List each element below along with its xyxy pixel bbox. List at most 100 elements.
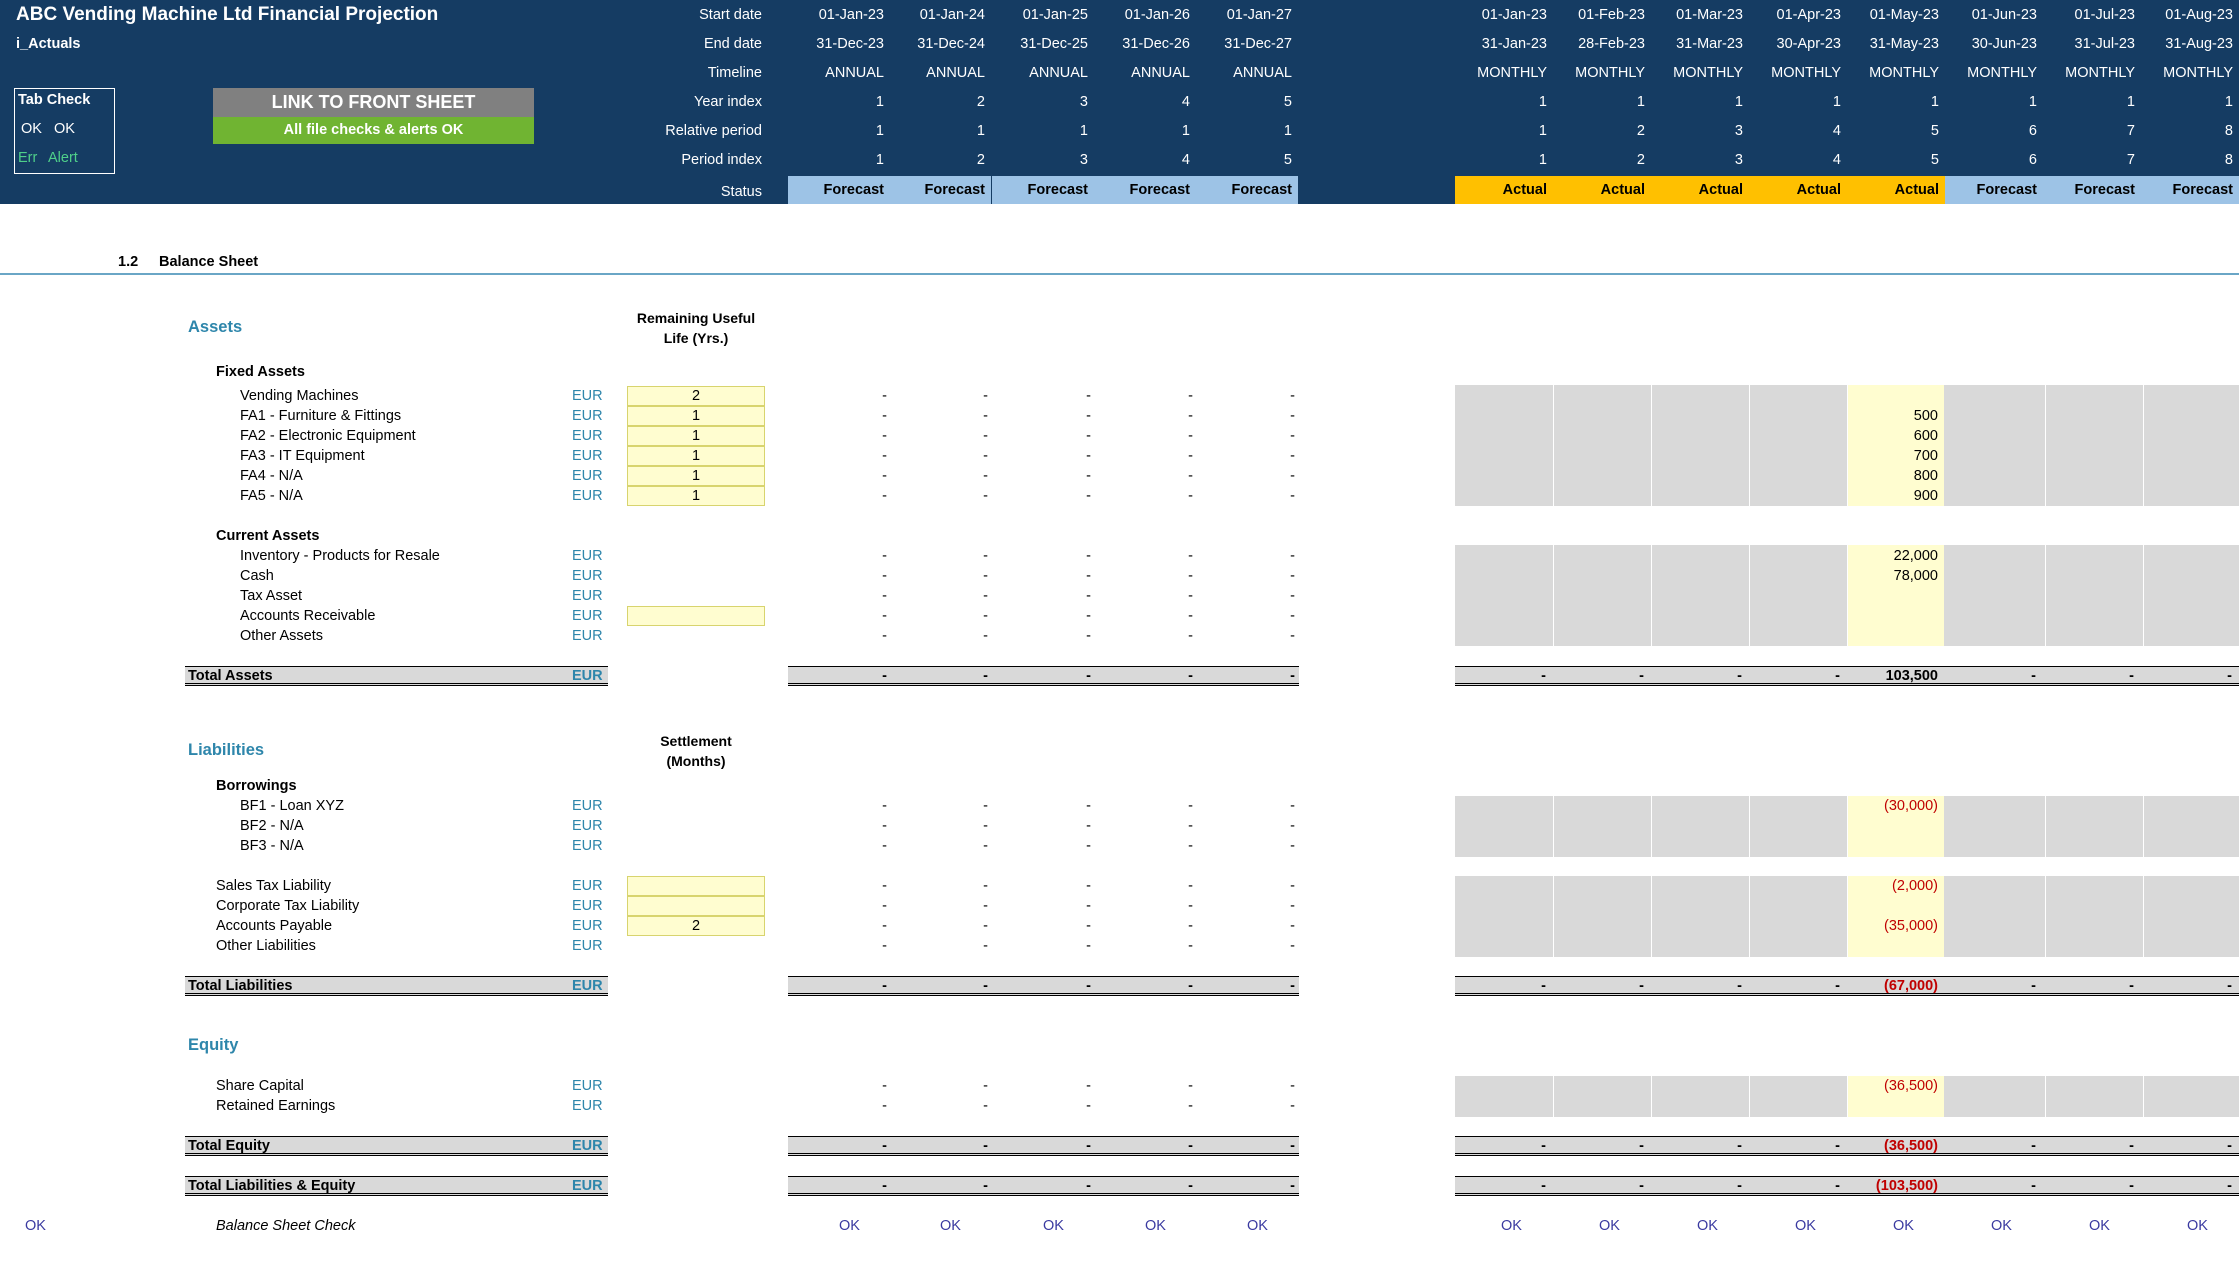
- annual-value: -: [983, 838, 988, 854]
- check-ok: OK: [2187, 1218, 2208, 1234]
- check-ok: OK: [1795, 1218, 1816, 1234]
- input-cell[interactable]: 1: [627, 446, 765, 466]
- annual-value: -: [1086, 388, 1091, 404]
- may-value[interactable]: (67,000): [1883, 978, 1938, 994]
- monthly-value: -: [2129, 668, 2134, 684]
- may-value[interactable]: (36,500): [1883, 1078, 1938, 1094]
- annual-value: -: [882, 1078, 887, 1094]
- grid-separator: [1847, 1076, 1848, 1117]
- monthly-rel: 1: [1538, 123, 1547, 139]
- input-cell[interactable]: 1: [627, 406, 765, 426]
- may-value[interactable]: 900: [1913, 488, 1938, 504]
- annual-value: -: [1086, 448, 1091, 464]
- input-cell[interactable]: [627, 876, 765, 896]
- header-row-label: Start date: [699, 7, 762, 23]
- monthly-value: -: [2227, 1138, 2232, 1154]
- annual-value: -: [1086, 1178, 1091, 1194]
- monthly-value: -: [2227, 978, 2232, 994]
- monthly-start: 01-Mar-23: [1676, 7, 1743, 23]
- annual-value: -: [1086, 978, 1091, 994]
- annual-value: -: [1188, 878, 1193, 894]
- may-value[interactable]: (2,000): [1892, 878, 1938, 894]
- monthly-end: 30-Apr-23: [1776, 36, 1841, 52]
- annual-value: -: [1188, 1138, 1193, 1154]
- may-value[interactable]: 78,000: [1893, 568, 1938, 584]
- annual-value: -: [1290, 388, 1295, 404]
- may-value[interactable]: 700: [1913, 448, 1938, 464]
- status-badge: Forecast: [1196, 176, 1298, 204]
- line-item-label: Sales Tax Liability: [216, 878, 331, 894]
- annual-value: -: [1290, 1178, 1295, 1194]
- annual-value: -: [1290, 408, 1295, 424]
- unit-label: EUR: [572, 898, 603, 914]
- annual-value: -: [882, 668, 887, 684]
- unit-label: EUR: [572, 468, 603, 484]
- check-ok: OK: [1893, 1218, 1914, 1234]
- annual-value: -: [882, 468, 887, 484]
- may-value[interactable]: (36,500): [1883, 1138, 1938, 1154]
- annual-year: 5: [1283, 94, 1292, 110]
- check-ok: OK: [1043, 1218, 1064, 1234]
- may-value[interactable]: 600: [1913, 428, 1938, 444]
- annual-value: -: [1188, 568, 1193, 584]
- input-cell[interactable]: 1: [627, 426, 765, 446]
- total-band-label: [185, 1136, 608, 1156]
- monthly-timeline: MONTHLY: [1967, 65, 2037, 81]
- input-cell[interactable]: 2: [627, 916, 765, 936]
- unit-label: EUR: [572, 1098, 603, 1114]
- section-divider: [0, 273, 2239, 275]
- annual-value: -: [983, 628, 988, 644]
- monthly-timeline: MONTHLY: [1869, 65, 1939, 81]
- monthly-period: 3: [1734, 152, 1743, 168]
- status-badge: Actual: [1651, 176, 1749, 204]
- line-item-label: FA1 - Furniture & Fittings: [240, 408, 402, 424]
- monthly-end: 31-Jan-23: [1481, 36, 1547, 52]
- line-item-label: Other Assets: [240, 628, 324, 644]
- tab-check-err: Err: [18, 150, 38, 166]
- input-cell[interactable]: 1: [627, 486, 765, 506]
- monthly-end: 30-Jun-23: [1971, 36, 2037, 52]
- line-item-label: Cash: [240, 568, 274, 584]
- annual-period: 2: [976, 152, 985, 168]
- line-item-label: Share Capital: [216, 1078, 304, 1094]
- may-value[interactable]: (103,500): [1875, 1178, 1938, 1194]
- may-value[interactable]: 800: [1913, 468, 1938, 484]
- monthly-start: 01-Feb-23: [1578, 7, 1645, 23]
- grid-separator: [1651, 545, 1652, 646]
- annual-value: -: [882, 548, 887, 564]
- tab-check-title: Tab Check: [18, 92, 91, 108]
- annual-value: -: [1290, 1098, 1295, 1114]
- input-cell[interactable]: 2: [627, 386, 765, 406]
- annual-value: -: [1290, 1078, 1295, 1094]
- grid-separator: [2143, 876, 2144, 957]
- input-cell[interactable]: 1: [627, 466, 765, 486]
- input-cell[interactable]: [627, 606, 765, 626]
- may-value[interactable]: 103,500: [1885, 668, 1938, 684]
- link-to-front-sheet-button[interactable]: LINK TO FRONT SHEET: [213, 88, 534, 117]
- subgroup-title: Borrowings: [216, 778, 297, 794]
- status-badge: Actual: [1749, 176, 1847, 204]
- monthly-value: -: [2129, 1138, 2134, 1154]
- annual-value: -: [983, 428, 988, 444]
- check-ok: OK: [1697, 1218, 1718, 1234]
- monthly-end: 31-May-23: [1869, 36, 1939, 52]
- grid-separator: [1553, 1076, 1554, 1117]
- may-value[interactable]: 22,000: [1893, 548, 1938, 564]
- annual-value: -: [1290, 978, 1295, 994]
- monthly-rel: 5: [1930, 123, 1939, 139]
- may-value[interactable]: (35,000): [1883, 918, 1938, 934]
- group-title-assets: Assets: [188, 318, 243, 336]
- unit-label: EUR: [572, 588, 603, 604]
- may-value[interactable]: 500: [1913, 408, 1938, 424]
- monthly-year: 1: [2224, 94, 2233, 110]
- monthly-value: -: [1541, 978, 1546, 994]
- annual-value: -: [1188, 408, 1193, 424]
- input-cell[interactable]: [627, 896, 765, 916]
- monthly-period: 4: [1832, 152, 1841, 168]
- annual-value: -: [983, 568, 988, 584]
- may-value[interactable]: (30,000): [1883, 798, 1938, 814]
- monthly-value: -: [1835, 1138, 1840, 1154]
- header-row-label: Timeline: [707, 65, 762, 81]
- annual-value: -: [983, 798, 988, 814]
- annual-value: -: [1086, 1138, 1091, 1154]
